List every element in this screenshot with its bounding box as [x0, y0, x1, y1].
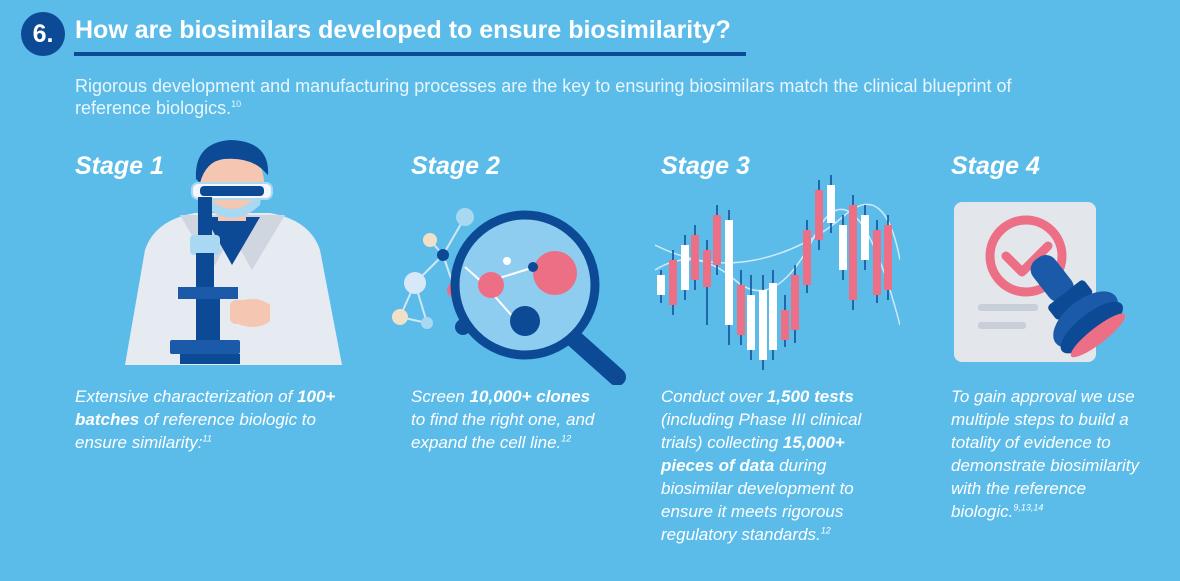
- candle-body: [713, 215, 721, 265]
- reference-superscript: 12: [820, 525, 831, 536]
- candle-body: [691, 235, 699, 280]
- candle-body: [725, 220, 733, 325]
- candle-body: [839, 225, 847, 270]
- candle-body: [861, 215, 869, 260]
- page-title: How are biosimilars developed to ensure …: [75, 16, 731, 44]
- page-subtitle: Rigorous development and manufacturing p…: [75, 75, 1035, 119]
- candle-body: [849, 205, 857, 300]
- stage-2-description: Screen 10,000+ clones to find the right …: [411, 385, 606, 454]
- description-text: To gain approval we use multiple steps t…: [951, 387, 1140, 521]
- stage-3-title: Stage 3: [661, 152, 750, 180]
- description-text: Extensive characterization of: [75, 387, 298, 406]
- section-number-badge: 6.: [21, 12, 65, 56]
- subtitle-reference: 10: [231, 99, 242, 109]
- approval-stamp-illustration: [954, 202, 1126, 362]
- reference-superscript: 9,13,14: [1013, 502, 1044, 513]
- description-text: during biosimilar development to ensure …: [661, 456, 854, 544]
- highlight-text: 15,000+ pieces of data: [661, 433, 845, 475]
- description-text: to find the right one, and expand the ce…: [411, 410, 595, 452]
- stage-1-description: Extensive characterization of 100+ batch…: [75, 385, 355, 454]
- candle-body: [827, 185, 835, 223]
- candle-body: [669, 260, 677, 305]
- candle-body: [681, 245, 689, 290]
- highlight-text: 10,000+ clones: [469, 387, 591, 406]
- stage-4-title: Stage 4: [951, 152, 1040, 180]
- description-text: Conduct over: [661, 387, 767, 406]
- candle-body: [884, 225, 892, 290]
- candle-body: [803, 230, 811, 285]
- description-text: Screen: [411, 387, 470, 406]
- description-text: (including Phase III clinical trials) co…: [661, 410, 862, 452]
- candle-body: [781, 310, 789, 340]
- reference-superscript: 12: [561, 433, 572, 444]
- stage-2-title: Stage 2: [411, 152, 500, 180]
- candle-body: [815, 190, 823, 240]
- candle-body: [747, 295, 755, 350]
- candle-body: [769, 283, 777, 350]
- candle-body: [759, 290, 767, 360]
- reference-superscript: 11: [202, 433, 212, 444]
- stage-4-description: To gain approval we use multiple steps t…: [951, 385, 1171, 523]
- stage-3-description: Conduct over 1,500 tests (including Phas…: [661, 385, 901, 546]
- candle-body: [737, 285, 745, 335]
- candlestick-data-illustration: [655, 175, 900, 370]
- candle-body: [657, 275, 665, 295]
- subtitle-text: Rigorous development and manufacturing p…: [75, 76, 1012, 118]
- magnifying-glass-molecules-illustration: [392, 208, 626, 385]
- scientist-microscope-illustration: [125, 140, 342, 365]
- candle-body: [703, 250, 711, 287]
- title-underline: [74, 52, 746, 56]
- highlight-text: 1,500 tests: [766, 387, 854, 406]
- candle-body: [791, 275, 799, 330]
- highlight-text: 100+ batches: [75, 387, 336, 429]
- stage-1-title: Stage 1: [75, 152, 164, 180]
- candle-body: [873, 230, 881, 295]
- description-text: of reference biologic to ensure similari…: [75, 410, 316, 452]
